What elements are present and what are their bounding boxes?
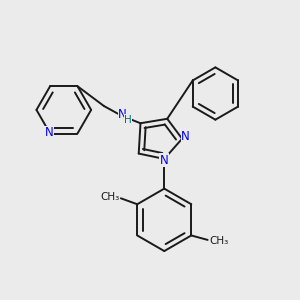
Text: N: N [181,130,190,143]
Text: CH₃: CH₃ [209,236,228,246]
Text: CH₃: CH₃ [100,192,119,203]
Text: N: N [118,107,127,121]
Text: N: N [160,154,169,167]
Text: N: N [45,127,53,140]
Text: H: H [124,115,132,125]
